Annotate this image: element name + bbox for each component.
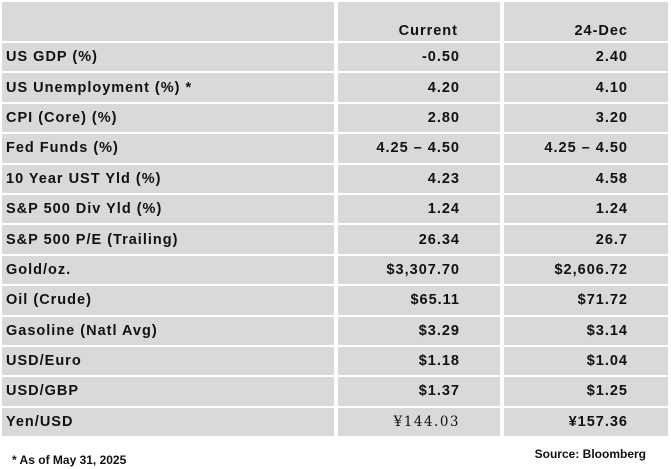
row-label: Gold/oz. [2, 255, 334, 287]
header-previous: 24-Dec [504, 2, 668, 41]
row-previous-value: 2.40 [504, 43, 668, 74]
row-previous-value: $71.72 [504, 286, 668, 317]
table-row: Oil (Crude) $65.11 $71.72 [2, 286, 668, 317]
row-current-value: $1.37 [338, 377, 500, 408]
row-current-value: 26.34 [338, 225, 500, 256]
table-row: S&P 500 P/E (Trailing) 26.34 26.7 [2, 225, 668, 256]
row-previous-value: 4.10 [504, 73, 668, 104]
row-current-value: 1.24 [338, 194, 500, 226]
table-row: Fed Funds (%) 4.25 – 4.50 4.25 – 4.50 [2, 134, 668, 165]
row-current-value: -0.50 [338, 43, 500, 74]
row-label: Oil (Crude) [2, 286, 334, 317]
table-header-row: Current 24-Dec [2, 2, 668, 41]
table-row: S&P 500 Div Yld (%) 1.24 1.24 [2, 194, 668, 226]
row-previous-value: 26.7 [504, 225, 668, 256]
economic-indicators-table: Current 24-Dec US GDP (%) -0.50 2.40 US … [2, 2, 668, 439]
row-label: 10 Year UST Yld (%) [2, 164, 334, 195]
row-label: CPI (Core) (%) [2, 103, 334, 135]
row-current-value: $3.29 [338, 316, 500, 347]
table-row: USD/Euro $1.18 $1.04 [2, 346, 668, 378]
row-label: Yen/USD [2, 407, 334, 439]
row-label: Gasoline (Natl Avg) [2, 316, 334, 347]
table-row: Gasoline (Natl Avg) $3.29 $3.14 [2, 316, 668, 347]
row-previous-value: ¥157.36 [504, 407, 668, 439]
table-row: Yen/USD ¥144.03 ¥157.36 [2, 407, 668, 439]
table-footer: * As of May 31, 2025 Source: Bloomberg [0, 447, 671, 469]
row-current-value: $3,307.70 [338, 255, 500, 287]
row-current-value: $65.11 [338, 286, 500, 317]
row-label: USD/GBP [2, 377, 334, 408]
row-previous-value: 4.25 – 4.50 [504, 134, 668, 165]
row-current-value: $1.18 [338, 346, 500, 378]
row-previous-value: 3.20 [504, 103, 668, 135]
row-current-value: 4.25 – 4.50 [338, 134, 500, 165]
row-previous-value: $2,606.72 [504, 255, 668, 287]
footnote: * As of May 31, 2025 [12, 453, 127, 467]
row-label: US GDP (%) [2, 43, 334, 74]
row-previous-value: $1.04 [504, 346, 668, 378]
source-note: Source: Bloomberg [534, 447, 646, 461]
table-row: US Unemployment (%) * 4.20 4.10 [2, 73, 668, 104]
row-previous-value: 1.24 [504, 194, 668, 226]
row-previous-value: $1.25 [504, 377, 668, 408]
row-current-value: 4.20 [338, 73, 500, 104]
table-row: US GDP (%) -0.50 2.40 [2, 43, 668, 74]
row-label: S&P 500 Div Yld (%) [2, 194, 334, 226]
header-label-cell [2, 2, 334, 41]
table-row: USD/GBP $1.37 $1.25 [2, 377, 668, 408]
row-label: USD/Euro [2, 346, 334, 378]
row-previous-value: $3.14 [504, 316, 668, 347]
row-label: S&P 500 P/E (Trailing) [2, 225, 334, 256]
row-current-value: ¥144.03 [338, 407, 500, 439]
row-label: Fed Funds (%) [2, 134, 334, 165]
header-current: Current [338, 2, 500, 41]
row-current-value: 4.23 [338, 164, 500, 195]
table-row: CPI (Core) (%) 2.80 3.20 [2, 103, 668, 135]
row-current-value: 2.80 [338, 103, 500, 135]
row-label: US Unemployment (%) * [2, 73, 334, 104]
row-previous-value: 4.58 [504, 164, 668, 195]
table-row: Gold/oz. $3,307.70 $2,606.72 [2, 255, 668, 287]
table-row: 10 Year UST Yld (%) 4.23 4.58 [2, 164, 668, 195]
